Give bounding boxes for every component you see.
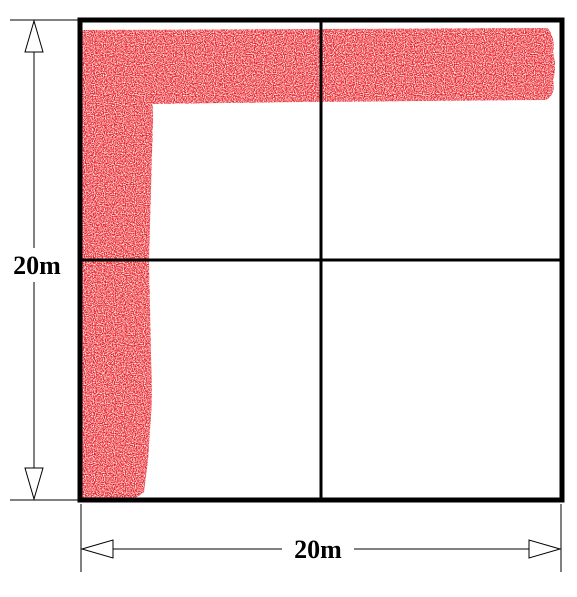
arrow-right-icon — [528, 539, 562, 559]
vertical-dimension-label: 20m — [13, 251, 61, 280]
arrow-left-icon — [80, 539, 114, 559]
shaded-left-strip — [80, 30, 153, 502]
horizontal-dimension — [80, 504, 562, 572]
arrow-up-icon — [24, 19, 44, 53]
horizontal-dimension-label: 20m — [294, 535, 342, 564]
shaded-region — [80, 28, 555, 502]
vertical-dimension — [10, 19, 78, 501]
arrow-down-icon — [24, 467, 44, 501]
